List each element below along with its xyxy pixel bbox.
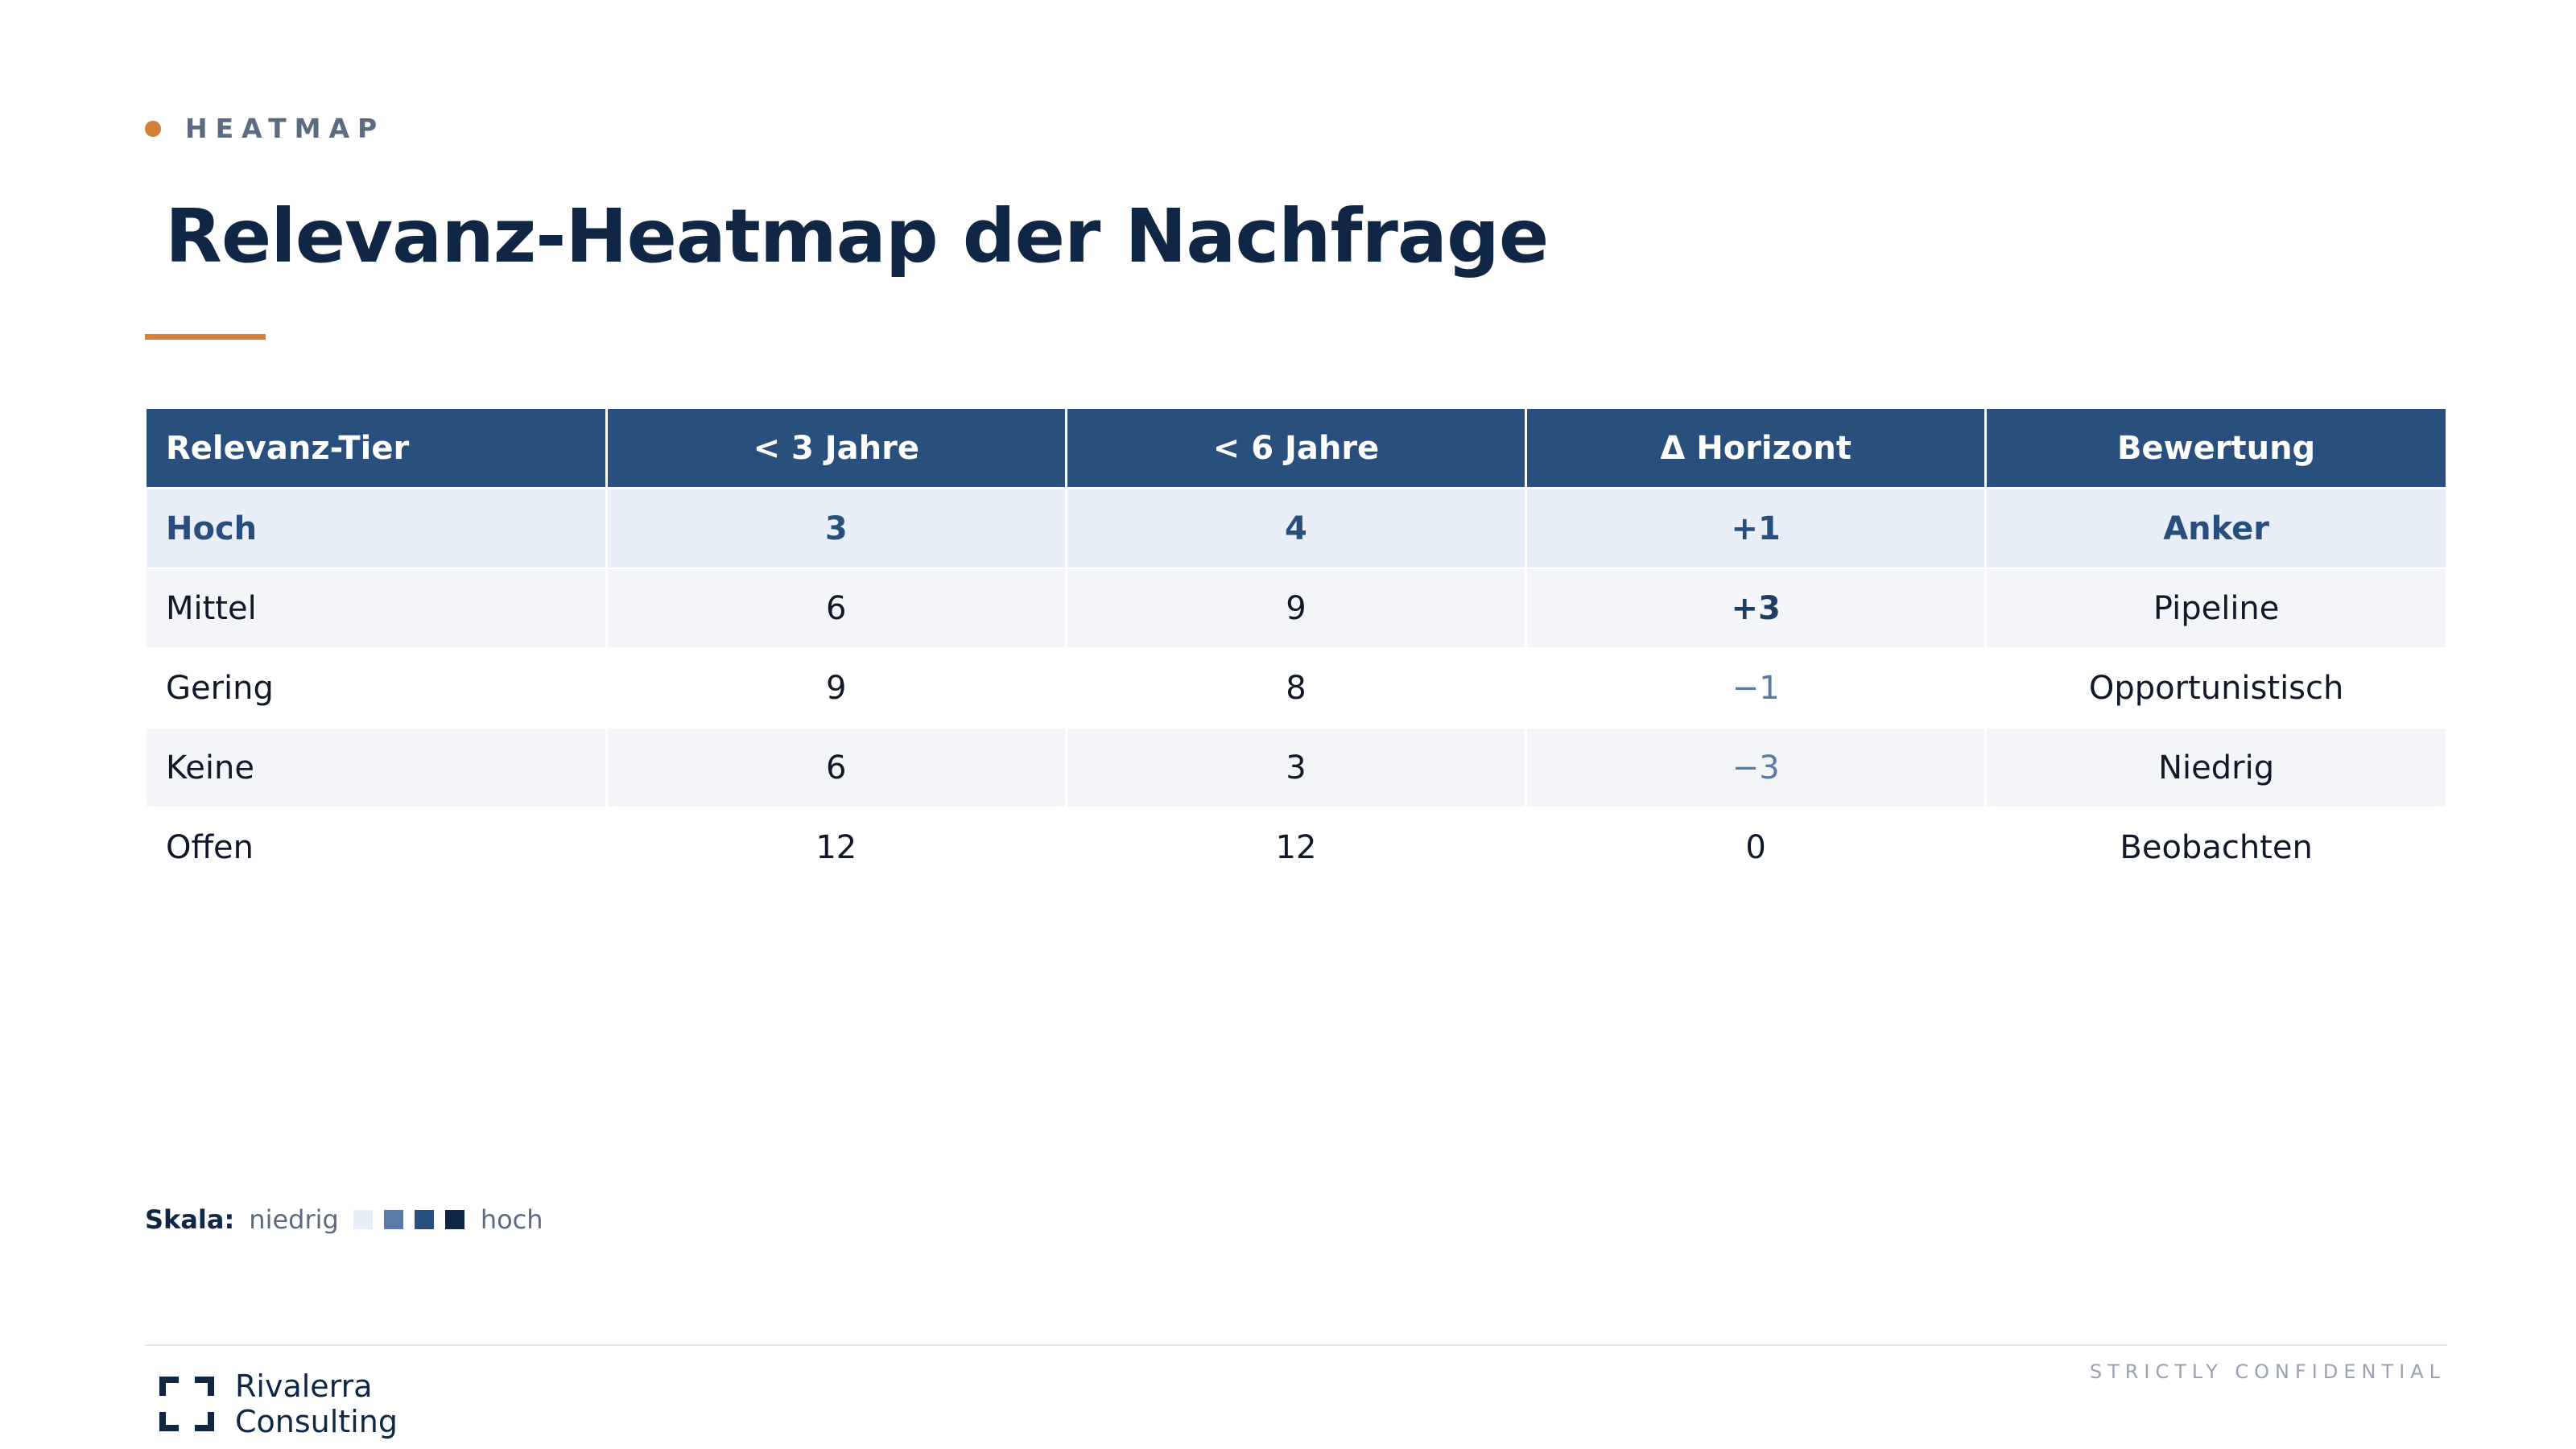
cell-delta: −1 [1525, 648, 1988, 728]
scale-high-label: hoch [480, 1204, 543, 1235]
header-delta-horizon: Δ Horizont [1525, 409, 1988, 489]
cell-tier: Gering [147, 648, 608, 728]
table-row: Offen 12 12 0 Beobachten [147, 807, 2446, 887]
company-logo: Rivalerra Consulting [158, 1368, 398, 1439]
cell-under-3: 9 [606, 648, 1067, 728]
cell-rating: Niedrig [1985, 728, 2446, 807]
table-header-row: Relevanz-Tier < 3 Jahre < 6 Jahre Δ Hori… [147, 409, 2446, 489]
page-title: Relevanz-Heatmap der Nachfrage [165, 193, 1549, 279]
scale-legend: Skala: niedrig hoch [145, 1204, 543, 1235]
scale-swatch [383, 1210, 403, 1229]
cell-delta: +1 [1525, 488, 1988, 568]
cell-under-6: 12 [1066, 807, 1528, 887]
cell-rating: Anker [1985, 488, 2446, 568]
scale-swatch [414, 1210, 434, 1229]
scale-low-label: niedrig [249, 1204, 339, 1235]
bracket-logo-icon [159, 1377, 214, 1431]
confidential-notice: STRICTLY CONFIDENTIAL [2089, 1360, 2446, 1383]
cell-under-6: 9 [1066, 568, 1528, 648]
table-row: Hoch 3 4 +1 Anker [147, 488, 2446, 568]
title-underline [145, 334, 266, 340]
cell-delta: −3 [1525, 728, 1988, 807]
table-row: Keine 6 3 −3 Niedrig [147, 728, 2446, 807]
cell-rating: Opportunistisch [1985, 648, 2446, 728]
logo-line-2: Consulting [235, 1404, 398, 1439]
scale-swatch [353, 1210, 373, 1229]
scale-swatch [444, 1210, 464, 1229]
cell-rating: Pipeline [1985, 568, 2446, 648]
cell-tier: Hoch [147, 488, 608, 568]
logo-line-1: Rivalerra [235, 1368, 373, 1404]
table-row: Mittel 6 9 +3 Pipeline [147, 568, 2446, 648]
cell-under-3: 3 [606, 488, 1067, 568]
heatmap-table: Relevanz-Tier < 3 Jahre < 6 Jahre Δ Hori… [147, 409, 2446, 888]
footer-divider [145, 1344, 2447, 1346]
accent-dot-icon [145, 120, 161, 137]
table-row: Gering 9 8 −1 Opportunistisch [147, 648, 2446, 728]
header-under-6-years: < 6 Jahre [1066, 409, 1528, 489]
cell-under-6: 4 [1066, 488, 1528, 568]
header-rating: Bewertung [1985, 409, 2446, 489]
cell-under-3: 12 [606, 807, 1067, 887]
cell-under-6: 3 [1066, 728, 1528, 807]
cell-delta: 0 [1525, 807, 1988, 887]
cell-under-6: 8 [1066, 648, 1528, 728]
cell-under-3: 6 [606, 568, 1067, 648]
cell-under-3: 6 [606, 728, 1067, 807]
section-eyebrow: HEATMAP [145, 113, 385, 144]
cell-rating: Beobachten [1985, 807, 2446, 887]
scale-label: Skala: [145, 1204, 235, 1235]
cell-tier: Mittel [147, 568, 608, 648]
cell-tier: Keine [147, 728, 608, 807]
cell-delta: +3 [1525, 568, 1988, 648]
logo-wordmark: Rivalerra Consulting [235, 1368, 398, 1439]
header-relevanz-tier: Relevanz-Tier [147, 409, 608, 489]
header-under-3-years: < 3 Jahre [606, 409, 1067, 489]
cell-tier: Offen [147, 807, 608, 887]
eyebrow-label: HEATMAP [185, 113, 386, 144]
